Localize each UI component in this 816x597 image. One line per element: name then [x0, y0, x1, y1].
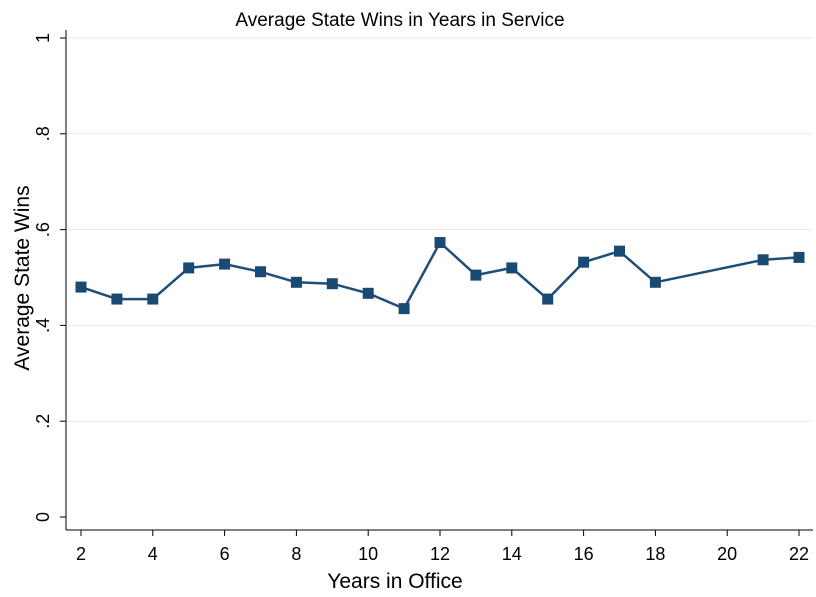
data-point	[75, 281, 87, 293]
data-point	[470, 269, 482, 281]
data-point	[757, 254, 769, 266]
data-point	[542, 293, 554, 305]
chart-title: Average State Wins in Years in Service	[235, 10, 564, 31]
y-tick-label: .6	[33, 222, 53, 237]
y-tick-label: .8	[33, 126, 53, 141]
x-tick-label: 14	[502, 544, 522, 564]
data-point	[111, 293, 123, 305]
x-tick-label: 18	[645, 544, 665, 564]
data-point	[578, 256, 590, 268]
y-ticks: 0 .2 .4 .6 .8 1	[33, 33, 66, 522]
x-tick-label: 6	[220, 544, 230, 564]
grid-lines	[67, 37, 813, 422]
x-tick-label: 12	[430, 544, 450, 564]
x-axis-title: Years in Office	[327, 570, 462, 593]
series-line	[80, 241, 800, 310]
data-point	[649, 276, 661, 288]
data-point	[434, 237, 446, 249]
x-tick-label: 22	[789, 544, 809, 564]
x-tick-label: 4	[148, 544, 158, 564]
data-point	[219, 258, 231, 270]
data-point	[362, 287, 374, 299]
y-tick-label: 1	[33, 33, 53, 43]
data-point	[183, 262, 195, 274]
x-tick-label: 16	[574, 544, 594, 564]
y-tick-label: 0	[33, 512, 53, 522]
y-tick-label: .2	[33, 414, 53, 429]
data-point	[290, 276, 302, 288]
data-point	[614, 245, 625, 257]
data-point	[255, 266, 266, 278]
data-point	[326, 278, 338, 290]
data-point	[398, 303, 410, 315]
x-tick-label: 8	[291, 544, 301, 564]
x-tick-label: 10	[358, 544, 378, 564]
x-tick-label: 2	[76, 544, 86, 564]
x-ticks: 2 4 6 8 10 12 14 16 18 20 22	[76, 530, 809, 564]
x-tick-label: 20	[717, 544, 737, 564]
y-tick-label: .4	[33, 318, 53, 333]
axes	[65, 30, 813, 531]
data-point	[147, 293, 159, 305]
series	[75, 237, 805, 315]
data-point	[506, 262, 518, 274]
data-point	[793, 251, 805, 263]
y-axis-title: Average State Wins	[11, 185, 34, 370]
